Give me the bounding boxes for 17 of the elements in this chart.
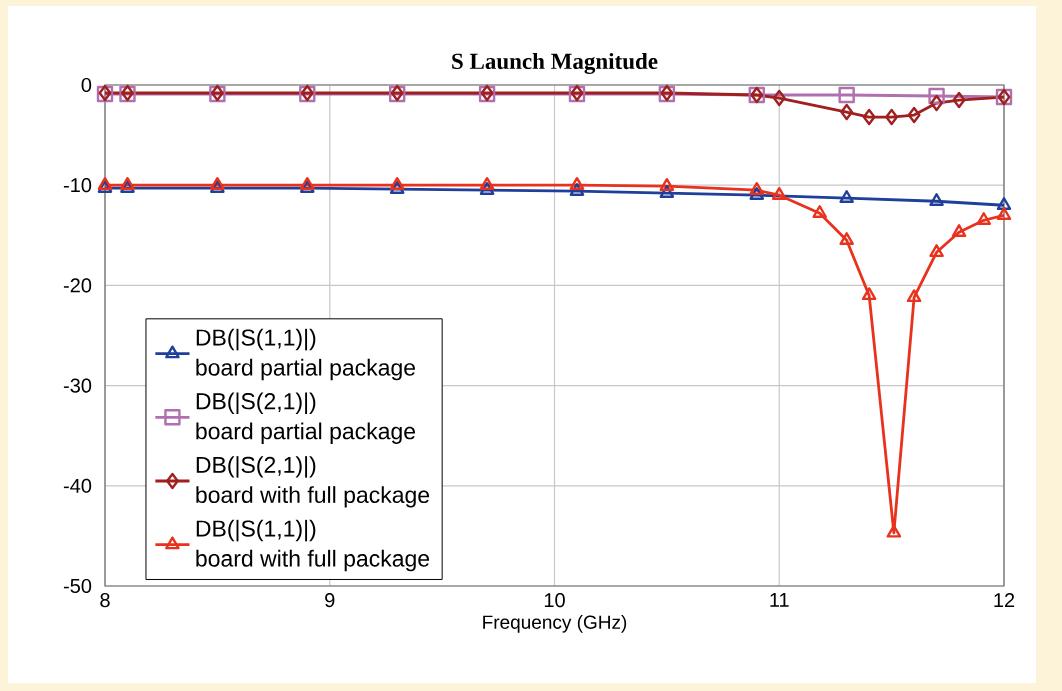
x-tick-label: 12 xyxy=(994,593,1015,608)
y-tick-label: -20 xyxy=(63,278,92,293)
y-tick-label: -10 xyxy=(63,178,92,193)
y-tick-label: -50 xyxy=(63,578,92,594)
x-tick-label: 8 xyxy=(100,593,110,608)
legend-label: DB(|S(2,1)|) board with full package xyxy=(196,456,430,508)
y-tick-label: -40 xyxy=(63,478,92,493)
legend-label: DB(|S(2,1)|) board partial package xyxy=(196,392,416,444)
legend-label: DB(|S(1,1)|) board partial package xyxy=(196,328,416,381)
legend-label: DB(|S(1,1)|) board with full package xyxy=(196,519,430,572)
x-tick-label: 9 xyxy=(325,593,335,608)
chart-title: S Launch Magnitude xyxy=(452,52,658,74)
x-tick-label: 10 xyxy=(544,593,565,608)
y-tick-label: 0 xyxy=(81,77,92,93)
y-tick-label: -30 xyxy=(63,378,92,393)
x-axis-title: Frequency (GHz) xyxy=(483,614,627,633)
x-tick-label: 11 xyxy=(770,593,789,607)
